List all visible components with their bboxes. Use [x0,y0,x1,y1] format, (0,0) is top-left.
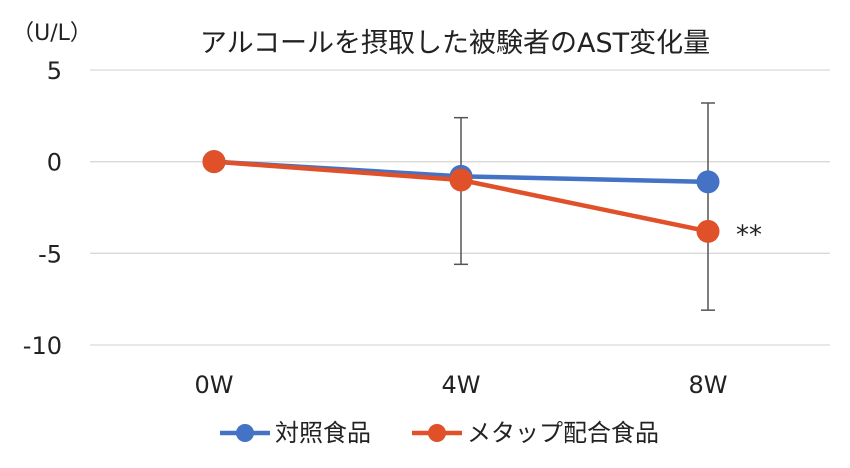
y-axis-unit-label: （U/L） [12,21,92,46]
y-tick-label: -10 [23,332,62,360]
data-point [696,219,720,243]
x-tick-label: 0W [195,371,234,399]
x-tick-label: 8W [689,371,728,399]
legend-label: メタップ配合食品 [467,419,659,447]
x-tick-labels: 0W 4W 8W [195,371,728,399]
series-points [202,150,720,243]
y-tick-labels: 5 0 -5 -10 [23,57,62,360]
significance-annotation: ** [736,220,762,250]
x-tick-label: 4W [442,371,481,399]
legend-label: 対照食品 [275,419,371,447]
legend: 対照食品 メタップ配合食品 [220,419,659,447]
data-point [202,150,226,174]
y-tick-label: -5 [38,240,62,268]
y-tick-label: 0 [47,149,62,177]
gridlines [90,69,830,346]
chart-title: アルコールを摂取した被験者のAST変化量 [200,28,710,59]
y-tick-label: 5 [47,57,62,85]
data-point [449,168,473,192]
legend-swatch-marker [236,424,254,442]
data-point [696,170,720,194]
legend-swatch-marker [428,424,446,442]
annotations: ** [736,220,762,250]
